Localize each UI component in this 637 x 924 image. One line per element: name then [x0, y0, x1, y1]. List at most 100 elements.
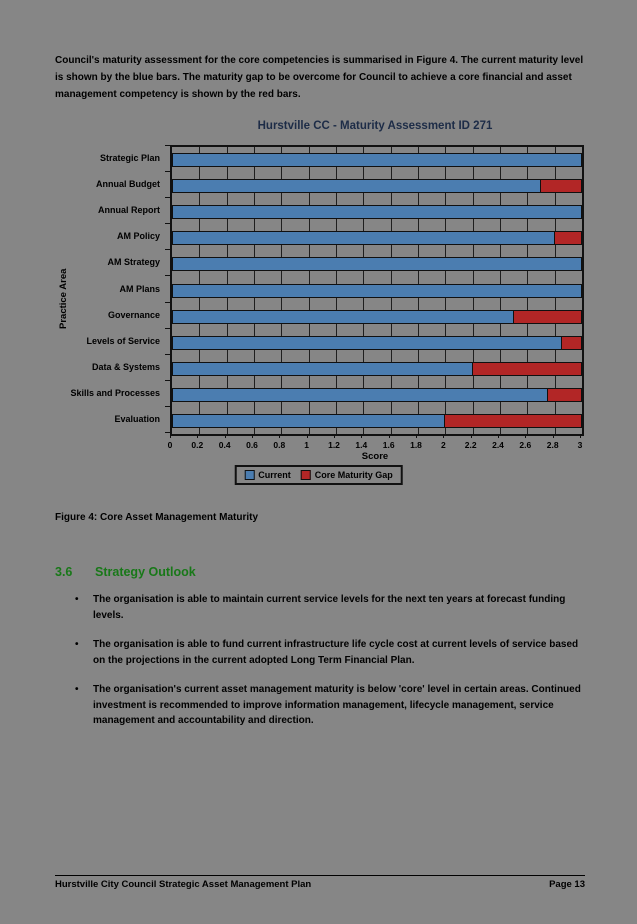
x-tick-label: 0.6: [246, 440, 258, 450]
category-label: Data & Systems: [91, 361, 160, 372]
current-bar: [172, 413, 446, 428]
bullet-icon: •: [75, 639, 79, 650]
x-tick-mark: [443, 434, 445, 438]
current-bar: [172, 153, 582, 168]
x-tick-label: 1: [304, 440, 310, 450]
legend-item: Current: [244, 470, 291, 480]
current-bar: [172, 335, 562, 350]
y-tick-mark: [165, 223, 170, 225]
category-label: AM Strategy: [107, 257, 160, 268]
footer-left: Hurstville City Council Strategic Asset …: [55, 879, 312, 890]
category-label: Annual Budget: [96, 179, 160, 190]
y-tick-mark: [165, 171, 170, 173]
section-heading: 3.6 Strategy Outlook: [55, 565, 585, 579]
x-tick-mark: [580, 434, 581, 438]
y-tick-mark: [165, 327, 170, 329]
y-tick-mark: [165, 379, 170, 381]
bullet-item: • The organisation's current asset manage…: [55, 682, 585, 729]
bar-row: [172, 309, 582, 324]
bar-row: [172, 179, 582, 194]
gap-bar: [513, 309, 582, 324]
y-axis-labels: Strategic Plan Annual Budget Annual Report…: [0, 145, 164, 432]
x-tick-label: 2.2: [464, 440, 477, 450]
bar-row: [172, 361, 582, 376]
maturity-assessment-chart: Hurstville CC - Maturity Assessment ID 2…: [0, 113, 637, 490]
bullet-icon: •: [75, 684, 79, 695]
y-tick-mark: [165, 275, 170, 277]
category-label: Levels of Service: [86, 335, 160, 346]
current-swatch: [244, 470, 255, 480]
category-label: Governance: [107, 309, 160, 320]
y-tick-mark: [165, 432, 170, 433]
y-tick-mark: [165, 249, 170, 251]
bar-row: [172, 231, 582, 246]
bullet-text: The organisation is able to maintain cur…: [93, 594, 566, 621]
legend-label: Current: [258, 470, 291, 480]
x-tick-mark: [252, 434, 253, 438]
current-bar: [172, 205, 582, 220]
x-tick-mark: [279, 434, 281, 438]
bullet-list: • The organisation is able to maintain cu…: [55, 592, 585, 729]
current-bar: [172, 231, 555, 246]
current-bar: [172, 361, 473, 376]
document-page: Council's maturity assessment for the co…: [0, 55, 637, 729]
x-tick-label: 1.6: [382, 440, 395, 450]
x-tick-label: 0.2: [191, 440, 204, 450]
x-tick-label: 2: [440, 440, 446, 450]
x-axis-ticks: 0 0.2 0.4 0.6 0.8 1 1.2 1.4 1.6 1.8 2 2.2 2.4 2.6 2.8 3: [168, 434, 582, 454]
category-label: Evaluation: [114, 413, 160, 424]
x-axis-title: Score: [361, 451, 389, 462]
bar-row: [172, 205, 582, 220]
x-tick-mark: [552, 434, 554, 438]
intro-paragraph: Council's maturity assessment for the co…: [55, 55, 584, 100]
current-bar: [172, 283, 582, 298]
gap-bar: [554, 231, 582, 246]
bar-row: [172, 283, 582, 298]
category-label: AM Plans: [119, 283, 160, 294]
section-number: 3.6: [55, 565, 73, 579]
y-tick-mark: [165, 301, 170, 303]
category-label: Annual Report: [98, 205, 160, 216]
chart-title: Hurstville CC - Maturity Assessment ID 2…: [257, 120, 493, 132]
x-tick-label: 0.8: [273, 440, 286, 450]
category-label: AM Policy: [116, 231, 160, 242]
bar-row: [172, 335, 582, 350]
current-bar: [172, 309, 514, 324]
y-tick-mark: [165, 145, 170, 146]
legend-item: Core Maturity Gap: [300, 470, 393, 480]
gap-bar: [472, 361, 582, 376]
current-bar: [172, 257, 582, 272]
x-tick-label: 1.4: [355, 440, 368, 450]
gap-bar: [547, 387, 582, 402]
gap-bar: [541, 179, 582, 194]
x-tick-mark: [334, 434, 335, 438]
legend-label: Core Maturity Gap: [314, 470, 393, 480]
x-tick-mark: [197, 434, 199, 438]
figure-caption: Figure 4: Core Asset Management Maturity: [55, 512, 259, 523]
y-tick-mark: [165, 353, 170, 355]
page-footer: Hurstville City Council Strategic Asset …: [55, 875, 585, 890]
category-label: Skills and Processes: [70, 387, 160, 398]
x-tick-mark: [498, 434, 499, 438]
bullet-item: • The organisation is able to fund curren…: [55, 637, 585, 668]
x-tick-label: 2.8: [546, 440, 559, 450]
bar-row: [172, 257, 582, 272]
bar-row: [172, 387, 582, 402]
section-title: Strategy Outlook: [95, 565, 196, 579]
x-tick-mark: [388, 434, 390, 438]
x-tick-mark: [170, 434, 171, 438]
x-tick-mark: [306, 434, 308, 438]
y-tick-mark: [165, 197, 170, 199]
footer-right: Page 13: [549, 879, 585, 890]
x-tick-label: 1.2: [328, 440, 340, 450]
x-tick-mark: [224, 434, 226, 438]
plot-area: [170, 145, 584, 436]
bar-row: [172, 413, 582, 428]
gap-bar: [561, 335, 582, 350]
current-bar: [172, 179, 541, 194]
x-tick-mark: [470, 434, 472, 438]
bullet-icon: •: [75, 594, 79, 605]
bullet-text: The organisation's current asset managem…: [93, 684, 581, 726]
gap-swatch: [300, 470, 311, 480]
x-tick-mark: [525, 434, 527, 438]
